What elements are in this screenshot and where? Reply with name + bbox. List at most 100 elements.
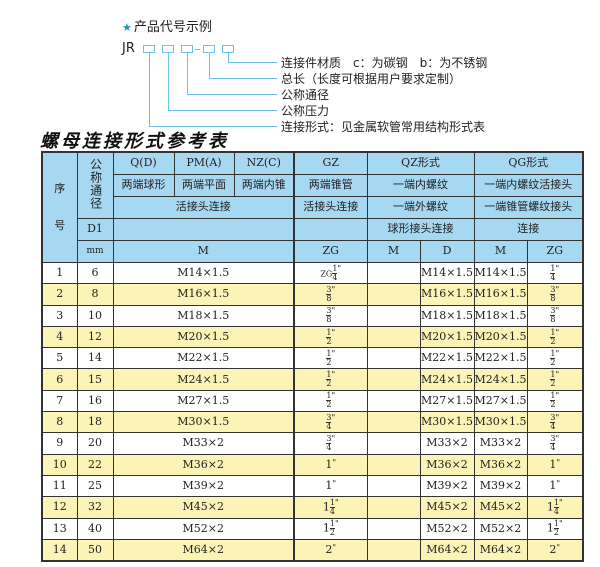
cell-qg-m: M30×1.5 <box>473 411 528 434</box>
header-gz: GZ <box>293 151 368 175</box>
zg-whole: 1 <box>325 479 333 493</box>
cell-qg-m: M33×2 <box>473 432 528 455</box>
cell-qg-m: M45×2 <box>473 496 528 519</box>
cell-m: M27×1.5 <box>112 389 295 413</box>
cell-zg: 1 2 " <box>293 347 368 370</box>
cell-zg: 1 2 " <box>526 368 584 391</box>
cell-dn: 40 <box>76 517 114 540</box>
zg-whole: 1 <box>546 500 554 514</box>
header-d1: D1 <box>76 218 114 241</box>
inch-mark: " <box>555 370 560 380</box>
cell-qz-m <box>366 389 421 413</box>
cell-no: 11 <box>41 474 78 498</box>
cell-no: 10 <box>41 453 78 476</box>
header-gz-conn: 活接头连接 <box>293 196 368 219</box>
cell-zg: 3 8 " <box>293 304 368 327</box>
cell-m: M36×2 <box>112 453 295 476</box>
inch-mark: " <box>331 348 336 358</box>
cell-m: M30×1.5 <box>112 411 295 434</box>
inch-mark: " <box>555 327 560 337</box>
connector-line <box>228 53 229 62</box>
cell-qz-m <box>366 283 421 306</box>
header-mm: mm <box>76 240 114 263</box>
label-diameter: 公称通径 <box>281 88 330 102</box>
cell-m: M24×1.5 <box>112 368 295 391</box>
inch-mark: " <box>556 542 561 552</box>
zg-whole: 1 <box>546 521 554 535</box>
header-union-conn: 活接头连接 <box>112 196 295 219</box>
cell-no: 1 <box>41 261 78 285</box>
zg-whole: 1 <box>549 479 557 493</box>
inch-mark: " <box>555 348 560 358</box>
reference-table: 序号 公称通径 Q(D) PM(A) NZ(C) GZ QZ形式 QG形式 两端… <box>41 151 585 563</box>
cell-zg: 1" <box>526 474 584 498</box>
cell-zg: 1 2 " <box>293 389 368 413</box>
header-zg: ZG <box>293 240 368 263</box>
inch-mark: " <box>555 284 560 294</box>
inch-mark: " <box>555 306 560 316</box>
inch-mark: " <box>331 306 336 316</box>
cell-dn: 10 <box>76 304 114 327</box>
table-row: 3 10 M18×1.5 3 8 " M18×1.5 M18×1.5 3 8 " <box>41 304 584 327</box>
cell-m: M33×2 <box>112 432 295 455</box>
cell-qg-m: M52×2 <box>473 517 528 540</box>
cell-dn: 6 <box>76 261 114 285</box>
zg-whole: 1 <box>549 457 557 471</box>
connector-line <box>187 94 277 95</box>
inch-mark: " <box>334 519 339 529</box>
header-nz-desc: 两端内锥 <box>233 174 295 197</box>
cell-qz-m <box>366 368 421 391</box>
cell-qz-d: M36×2 <box>419 453 475 476</box>
inch-mark: " <box>555 263 560 273</box>
header-qg: QG形式 <box>473 151 584 175</box>
inch-mark: " <box>555 434 560 444</box>
cell-no: 3 <box>41 304 78 327</box>
connector-line <box>149 126 277 127</box>
zg-whole: 2 <box>325 542 333 556</box>
connector-line <box>168 110 277 111</box>
inch-mark: " <box>334 497 339 507</box>
table-row: 10 22 M36×2 1" M36×2 M36×2 1" <box>41 453 584 476</box>
cell-qz-m <box>366 517 421 540</box>
cell-dn: 8 <box>76 283 114 306</box>
cell-qg-m: M18×1.5 <box>473 304 528 327</box>
cell-zg: 1 1 2 " <box>526 517 584 540</box>
cell-qg-m: M16×1.5 <box>473 283 528 306</box>
cell-m: M18×1.5 <box>112 304 295 327</box>
cell-m: M20×1.5 <box>112 325 295 349</box>
cell-qg-m: M24×1.5 <box>473 368 528 391</box>
header-qz-d: D <box>419 240 475 263</box>
inch-mark: " <box>331 391 336 401</box>
table-title: 螺母连接形式参考表 <box>40 131 229 152</box>
header-qg-m: M <box>473 240 528 263</box>
code-box <box>181 45 193 53</box>
inch-mark: " <box>332 479 337 489</box>
code-dash <box>195 49 200 50</box>
cell-qz-m <box>366 432 421 455</box>
cell-qz-d: M22×1.5 <box>419 347 475 370</box>
code-box <box>222 45 234 53</box>
cell-dn: 50 <box>76 538 114 562</box>
cell-qz-m <box>366 325 421 349</box>
header-gz-desc: 两端锥管 <box>293 174 368 197</box>
cell-zg: 3 4 " <box>526 432 584 455</box>
connector-line <box>187 53 188 94</box>
zg-whole: 1 <box>322 521 330 535</box>
cell-qz-d: M52×2 <box>419 517 475 540</box>
connector-line <box>209 78 277 79</box>
cell-m: M52×2 <box>112 517 295 540</box>
cell-no: 14 <box>41 538 78 562</box>
inch-mark: " <box>556 457 561 467</box>
inch-mark: " <box>331 412 336 422</box>
header-dn: 公称通径 <box>76 151 114 219</box>
cell-dn: 25 <box>76 474 114 498</box>
table-row: 9 20 M33×2 3 4 " M33×2 M33×2 3 4 " <box>41 432 584 455</box>
header-qz-desc: 一端内螺纹 <box>366 174 475 197</box>
cell-qz-d: M45×2 <box>419 496 475 519</box>
cell-zg: 1" <box>293 453 368 476</box>
